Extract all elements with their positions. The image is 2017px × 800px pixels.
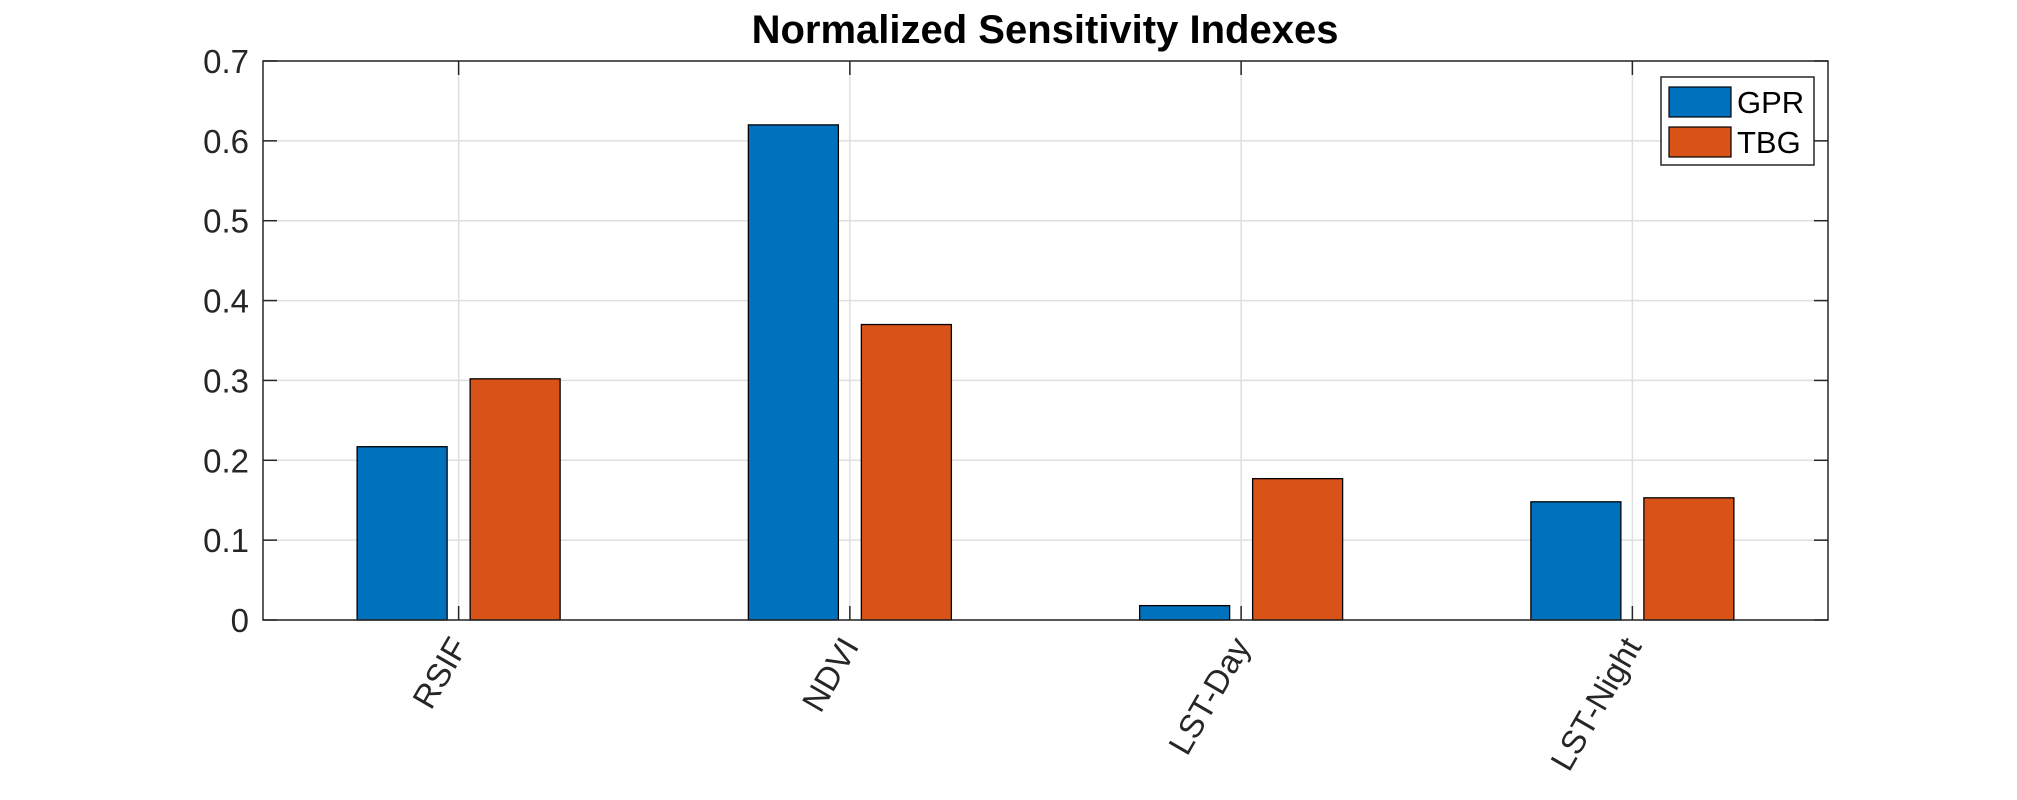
y-tick-label: 0.6 bbox=[203, 123, 249, 160]
chart-title: Normalized Sensitivity Indexes bbox=[752, 8, 1339, 52]
legend-swatch-tbg bbox=[1668, 126, 1732, 158]
bar-tbg-rsif bbox=[469, 378, 561, 621]
y-tick-label: 0.2 bbox=[203, 442, 249, 479]
x-tick-label: NDVI bbox=[794, 631, 865, 718]
legend-label-gpr: GPR bbox=[1737, 85, 1804, 120]
x-tick-label: RSIF bbox=[405, 631, 475, 715]
legend: GPR TBG bbox=[1660, 76, 1815, 166]
y-tick-label: 0 bbox=[231, 602, 249, 639]
bar-gpr-ndvi bbox=[747, 124, 840, 621]
y-tick-label: 0.3 bbox=[203, 362, 249, 399]
y-tick-label: 0.1 bbox=[203, 522, 249, 559]
bar-gpr-rsif bbox=[356, 446, 448, 621]
bar-tbg-ndvi bbox=[860, 323, 953, 621]
bars bbox=[356, 124, 1735, 621]
bar-tbg-lst-night bbox=[1643, 497, 1735, 621]
plot-frame bbox=[262, 60, 1829, 621]
legend-swatch-gpr bbox=[1668, 86, 1732, 118]
y-tick-label: 0.7 bbox=[203, 43, 249, 80]
bar-gpr-lst-day bbox=[1138, 604, 1231, 621]
axis-ticks: 0 0.1 0.2 0.3 0.4 0.5 0.6 0.7 RSIF NDVI LST-Day LST… bbox=[203, 43, 1828, 777]
legend-label-tbg: TBG bbox=[1737, 125, 1801, 160]
y-tick-label: 0.4 bbox=[203, 283, 249, 320]
x-tick-label: LST-Night bbox=[1543, 631, 1648, 777]
bar-tbg-lst-day bbox=[1251, 478, 1344, 621]
bar-gpr-lst-night bbox=[1530, 501, 1622, 621]
y-tick-label: 0.5 bbox=[203, 203, 249, 240]
x-tick-label: LST-Day bbox=[1161, 631, 1257, 761]
